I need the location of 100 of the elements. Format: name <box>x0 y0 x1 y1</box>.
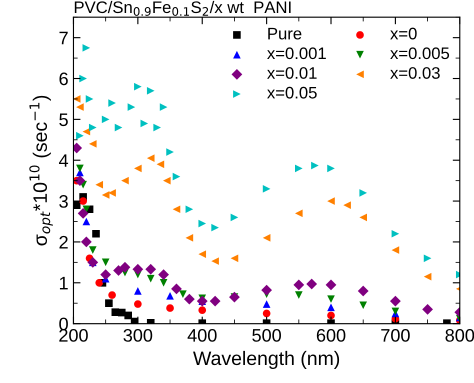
point <box>160 103 168 111</box>
y-tick-label: 1 <box>60 276 68 290</box>
point <box>88 246 97 254</box>
x-tick-label: 700 <box>381 328 410 342</box>
point <box>134 82 142 90</box>
point <box>166 148 174 156</box>
point <box>295 164 303 172</box>
point <box>171 284 182 294</box>
point <box>184 294 195 305</box>
point <box>146 274 155 282</box>
point <box>295 210 303 218</box>
point <box>306 278 318 290</box>
point <box>82 44 90 52</box>
point <box>198 220 206 228</box>
point <box>92 230 100 238</box>
point <box>95 278 104 287</box>
y-tick-label: 3 <box>59 195 68 208</box>
legend-label: x=0 <box>390 28 417 40</box>
point <box>124 312 132 320</box>
point <box>146 86 155 95</box>
x-tick-label: 400 <box>188 328 217 342</box>
point <box>120 262 130 273</box>
point <box>358 286 369 296</box>
y-tick-label: 7 <box>59 32 68 44</box>
point <box>327 303 335 312</box>
point <box>262 234 270 242</box>
point <box>327 295 335 303</box>
y-tick-label: 2 <box>59 236 68 248</box>
point <box>114 124 122 132</box>
point <box>153 124 161 132</box>
point <box>230 214 238 222</box>
point <box>172 172 180 180</box>
point <box>80 236 92 248</box>
point <box>146 154 155 162</box>
point <box>327 164 335 172</box>
point <box>78 208 89 219</box>
point <box>262 185 270 193</box>
point <box>166 292 174 300</box>
point <box>95 180 104 189</box>
x-tick-label: 600 <box>316 328 346 342</box>
point <box>166 304 174 312</box>
point <box>172 205 180 214</box>
legend-label: x=0.03 <box>390 67 440 79</box>
point <box>179 290 187 298</box>
point <box>100 269 112 280</box>
point <box>424 272 432 280</box>
point <box>359 214 368 222</box>
point <box>145 264 156 275</box>
legend-label: x=0.05 <box>267 86 317 99</box>
point <box>163 176 171 184</box>
point <box>262 300 270 308</box>
point <box>343 201 351 209</box>
point <box>128 103 136 111</box>
point <box>186 205 194 214</box>
x-tick-label: 200 <box>59 328 88 342</box>
y-tick-label: 6 <box>59 72 68 86</box>
point <box>134 164 142 172</box>
point <box>88 124 97 132</box>
point <box>86 95 94 103</box>
point <box>76 103 84 111</box>
point <box>424 254 432 262</box>
point <box>108 99 116 107</box>
x-tick-label: 800 <box>446 328 474 342</box>
point <box>211 224 219 232</box>
point <box>132 264 144 275</box>
point <box>102 191 110 199</box>
chart-title: PVC/Sn$_{0.9}$Fe$_{0.1}$S$_{2}$/x wt PANI <box>74 0 291 16</box>
point <box>108 291 116 299</box>
legend-label: Pure <box>268 28 302 40</box>
point <box>392 230 400 238</box>
point <box>140 120 148 128</box>
y-axis-title: σ$_{opt}$*10$^{10}$ (sec$^{−1}$) <box>29 96 53 246</box>
point <box>76 164 84 172</box>
point <box>108 189 116 197</box>
point <box>160 278 168 287</box>
point <box>156 160 164 168</box>
legend-label: x=0.001 <box>267 47 326 60</box>
point <box>105 299 113 308</box>
point <box>359 301 368 310</box>
point <box>79 197 87 205</box>
x-axis-title: Wavelength (nm) <box>193 350 340 370</box>
point <box>88 140 97 148</box>
x-tick-label: 500 <box>252 328 281 342</box>
legend-label: x=0.005 <box>390 47 450 60</box>
point <box>134 287 142 295</box>
point <box>158 269 169 280</box>
point <box>82 218 90 226</box>
point <box>76 132 84 140</box>
x-tick-label: 300 <box>123 328 152 342</box>
point <box>102 258 110 266</box>
point <box>326 279 336 290</box>
point <box>198 250 206 258</box>
point <box>134 300 142 308</box>
point <box>210 296 220 307</box>
legend-label: x=0.01 <box>267 67 317 79</box>
point <box>390 296 401 307</box>
point <box>230 254 238 262</box>
point <box>262 310 270 318</box>
point <box>359 189 368 197</box>
point <box>121 176 129 184</box>
